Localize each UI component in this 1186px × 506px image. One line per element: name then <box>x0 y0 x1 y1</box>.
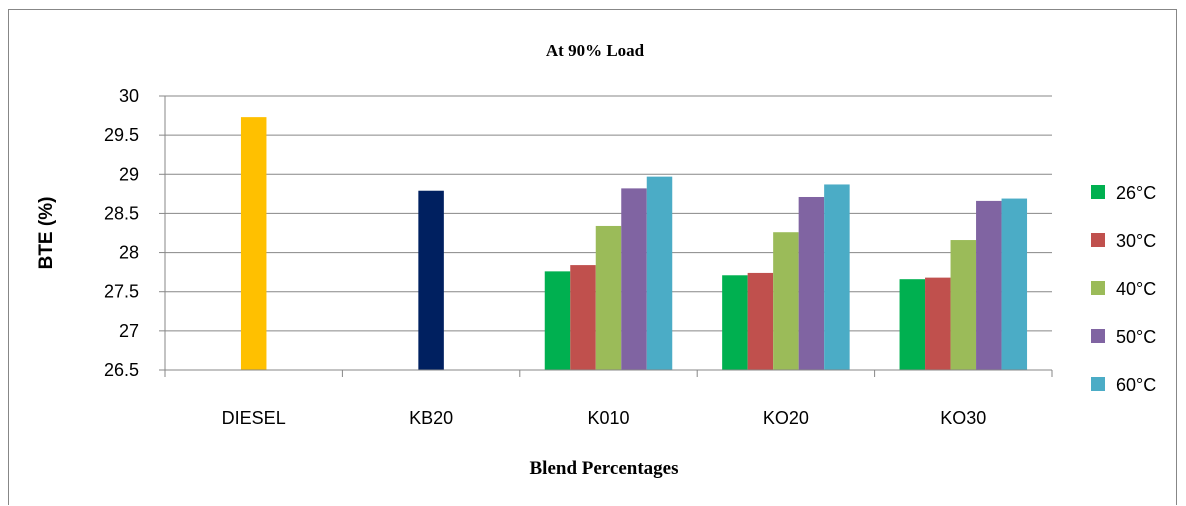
y-axis-label: BTE (%) <box>36 197 57 270</box>
legend-label: 26°C <box>1116 183 1156 203</box>
legend: 26°C 30°C 40°C 50°C 60°C <box>1091 183 1156 395</box>
bar-series-3 <box>595 225 622 370</box>
bar-series-4 <box>621 188 647 370</box>
legend-swatch <box>1091 281 1105 295</box>
bar-series-2 <box>925 277 951 370</box>
bar-series-5 <box>646 176 673 370</box>
y-tick-label: 28 <box>119 243 139 263</box>
bar-series-5 <box>1001 198 1028 370</box>
bar-series-4 <box>798 196 825 370</box>
bar-diesel <box>240 117 267 370</box>
legend-swatch <box>1091 329 1105 343</box>
x-tick-label: KO20 <box>763 408 809 428</box>
bar-series-1 <box>722 275 748 370</box>
x-tick-label: DIESEL <box>222 408 286 428</box>
y-tick-label: 30 <box>119 86 139 106</box>
y-tick-label: 27 <box>119 321 139 341</box>
x-tick-labels: DIESEL KB20 K010 KO20 KO30 <box>222 408 987 428</box>
legend-label: 60°C <box>1116 375 1156 395</box>
legend-swatch <box>1091 185 1105 199</box>
y-tick-label: 27.5 <box>104 282 139 302</box>
bar-series-1 <box>899 279 926 370</box>
legend-swatch <box>1091 233 1105 247</box>
y-tick-label: 29 <box>119 164 139 184</box>
bar-series-5 <box>824 184 850 370</box>
legend-swatch <box>1091 377 1105 391</box>
x-tick-label: KO30 <box>940 408 986 428</box>
bar-series-2 <box>570 265 596 370</box>
axes <box>159 95 1053 377</box>
bar-series-3 <box>950 240 977 370</box>
x-axis-label: Blend Percentages <box>530 458 679 479</box>
bar-series-4 <box>976 200 1002 370</box>
bars <box>240 117 1028 370</box>
legend-label: 50°C <box>1116 327 1156 347</box>
chart-frame <box>8 9 1177 505</box>
bar-series-2 <box>747 272 774 370</box>
y-tick-labels: 26.5 27 27.5 28 28.5 29 29.5 30 <box>104 86 139 380</box>
bar-series-1 <box>544 271 571 370</box>
legend-label: 40°C <box>1116 279 1156 299</box>
y-tick-label: 26.5 <box>104 360 139 380</box>
y-tick-label: 28.5 <box>104 203 139 223</box>
x-tick-label: K010 <box>587 408 629 428</box>
bar-kb20 <box>418 190 444 370</box>
y-tick-label: 29.5 <box>104 125 139 145</box>
x-tick-label: KB20 <box>409 408 453 428</box>
chart-title: At 90% Load <box>546 41 645 60</box>
legend-label: 30°C <box>1116 231 1156 251</box>
bar-series-3 <box>773 232 799 370</box>
